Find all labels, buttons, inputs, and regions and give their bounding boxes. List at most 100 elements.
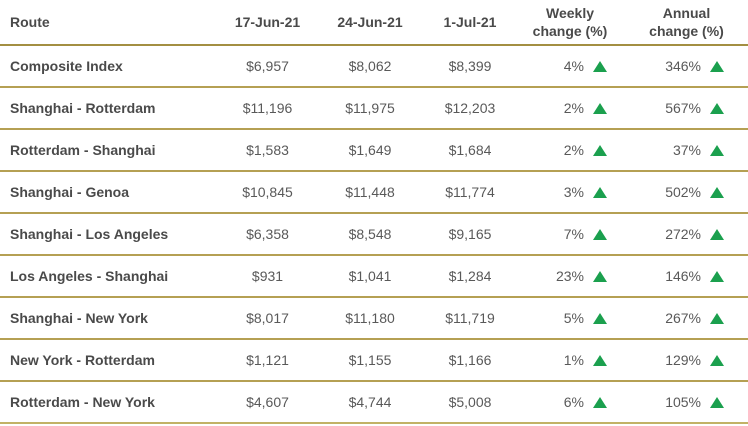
rate-24-jun: $1,649 <box>348 142 392 158</box>
weekly-change-value: 4% <box>563 58 584 74</box>
rate-1-jul: $12,203 <box>444 100 496 116</box>
weekly-change-cell: 1% <box>515 352 625 368</box>
route-name: Shanghai - Genoa <box>10 184 130 200</box>
column-header-date3: 1-Jul-21 <box>443 13 497 30</box>
weekly-change-cell: 3% <box>515 184 625 200</box>
annual-change-cell: 146% <box>625 268 748 284</box>
column-header-date2: 24-Jun-21 <box>337 13 403 30</box>
rate-17-jun: $10,845 <box>242 184 293 200</box>
annual-change-cell: 346% <box>625 58 748 74</box>
annual-change-value: 567% <box>665 100 701 116</box>
annual-change-value: 105% <box>665 394 701 410</box>
up-arrow-icon <box>710 312 724 324</box>
rate-24-jun: $11,448 <box>345 184 395 200</box>
table-row: Rotterdam - Shanghai $1,583 $1,649 $1,68… <box>0 130 748 172</box>
weekly-change-value: 3% <box>563 184 584 200</box>
route-name: Shanghai - Los Angeles <box>10 226 169 242</box>
rate-1-jul: $1,166 <box>448 352 492 368</box>
weekly-change-value: 1% <box>563 352 584 368</box>
rate-1-jul: $11,719 <box>445 310 495 326</box>
weekly-header-line2: change (%) <box>532 23 608 39</box>
table-row: Shanghai - Rotterdam $11,196 $11,975 $12… <box>0 88 748 130</box>
up-arrow-icon <box>593 60 607 72</box>
column-header-annual-change: Annual change (%) <box>625 4 748 40</box>
up-arrow-icon <box>593 312 607 324</box>
table-row: Composite Index $6,957 $8,062 $8,399 4% … <box>0 46 748 88</box>
up-arrow-icon <box>593 396 607 408</box>
rate-24-jun: $11,180 <box>345 310 395 326</box>
rate-17-jun: $6,358 <box>246 226 289 242</box>
rate-17-jun: $931 <box>251 268 284 284</box>
rate-24-jun: $8,548 <box>348 226 392 242</box>
up-arrow-icon <box>593 228 607 240</box>
up-arrow-icon <box>710 60 724 72</box>
column-header-weekly-change: Weekly change (%) <box>515 4 625 40</box>
annual-change-cell: 267% <box>625 310 748 326</box>
table-header-row: Route 17-Jun-21 24-Jun-21 1-Jul-21 Weekl… <box>0 0 748 46</box>
up-arrow-icon <box>710 102 724 114</box>
route-name: New York - Rotterdam <box>10 352 155 368</box>
rate-1-jul: $8,399 <box>448 58 492 74</box>
weekly-change-cell: 5% <box>515 310 625 326</box>
rate-17-jun: $1,121 <box>246 352 289 368</box>
up-arrow-icon <box>710 186 724 198</box>
table-row: Los Angeles - Shanghai $931 $1,041 $1,28… <box>0 256 748 298</box>
rate-1-jul: $9,165 <box>448 226 492 242</box>
up-arrow-icon <box>710 270 724 282</box>
weekly-change-value: 23% <box>555 268 584 284</box>
rate-1-jul: $5,008 <box>448 394 492 410</box>
weekly-change-cell: 6% <box>515 394 625 410</box>
route-name: Rotterdam - New York <box>10 394 155 410</box>
rate-17-jun: $11,196 <box>242 100 293 116</box>
column-header-date1: 17-Jun-21 <box>234 13 301 30</box>
weekly-change-value: 5% <box>563 310 584 326</box>
up-arrow-icon <box>710 354 724 366</box>
annual-change-value: 502% <box>665 184 701 200</box>
annual-header-line1: Annual <box>662 4 711 21</box>
up-arrow-icon <box>593 354 607 366</box>
weekly-change-value: 2% <box>563 142 584 158</box>
route-name: Composite Index <box>10 58 123 74</box>
rate-17-jun: $1,583 <box>246 142 289 158</box>
annual-change-value: 272% <box>665 226 701 242</box>
route-name: Rotterdam - Shanghai <box>10 142 156 158</box>
route-name: Shanghai - New York <box>10 310 148 326</box>
up-arrow-icon <box>593 102 607 114</box>
up-arrow-icon <box>710 144 724 156</box>
annual-change-value: 267% <box>665 310 701 326</box>
rate-1-jul: $11,774 <box>445 184 495 200</box>
annual-change-value: 129% <box>665 352 701 368</box>
table-body: Composite Index $6,957 $8,062 $8,399 4% … <box>0 46 748 424</box>
table-row: Shanghai - Los Angeles $6,358 $8,548 $9,… <box>0 214 748 256</box>
rate-17-jun: $6,957 <box>246 58 289 74</box>
rate-1-jul: $1,284 <box>448 268 492 284</box>
up-arrow-icon <box>593 270 607 282</box>
weekly-change-cell: 2% <box>515 142 625 158</box>
weekly-change-cell: 23% <box>515 268 625 284</box>
weekly-change-cell: 2% <box>515 100 625 116</box>
rate-1-jul: $1,684 <box>448 142 492 158</box>
annual-change-cell: 37% <box>625 142 748 158</box>
up-arrow-icon <box>593 186 607 198</box>
column-header-route: Route <box>10 13 50 30</box>
rate-24-jun: $11,975 <box>345 100 395 116</box>
route-name: Shanghai - Rotterdam <box>10 100 156 116</box>
rate-24-jun: $8,062 <box>348 58 392 74</box>
rate-17-jun: $8,017 <box>246 310 289 326</box>
annual-change-cell: 502% <box>625 184 748 200</box>
annual-change-cell: 105% <box>625 394 748 410</box>
table-row: Shanghai - New York $8,017 $11,180 $11,7… <box>0 298 748 340</box>
route-name: Los Angeles - Shanghai <box>10 268 169 284</box>
table-row: New York - Rotterdam $1,121 $1,155 $1,16… <box>0 340 748 382</box>
annual-change-cell: 567% <box>625 100 748 116</box>
weekly-change-cell: 4% <box>515 58 625 74</box>
annual-header-line2: change (%) <box>649 23 724 39</box>
weekly-change-value: 7% <box>563 226 584 242</box>
annual-change-value: 346% <box>665 58 701 74</box>
up-arrow-icon <box>710 396 724 408</box>
annual-change-cell: 129% <box>625 352 748 368</box>
weekly-change-cell: 7% <box>515 226 625 242</box>
up-arrow-icon <box>593 144 607 156</box>
annual-change-value: 146% <box>665 268 701 284</box>
